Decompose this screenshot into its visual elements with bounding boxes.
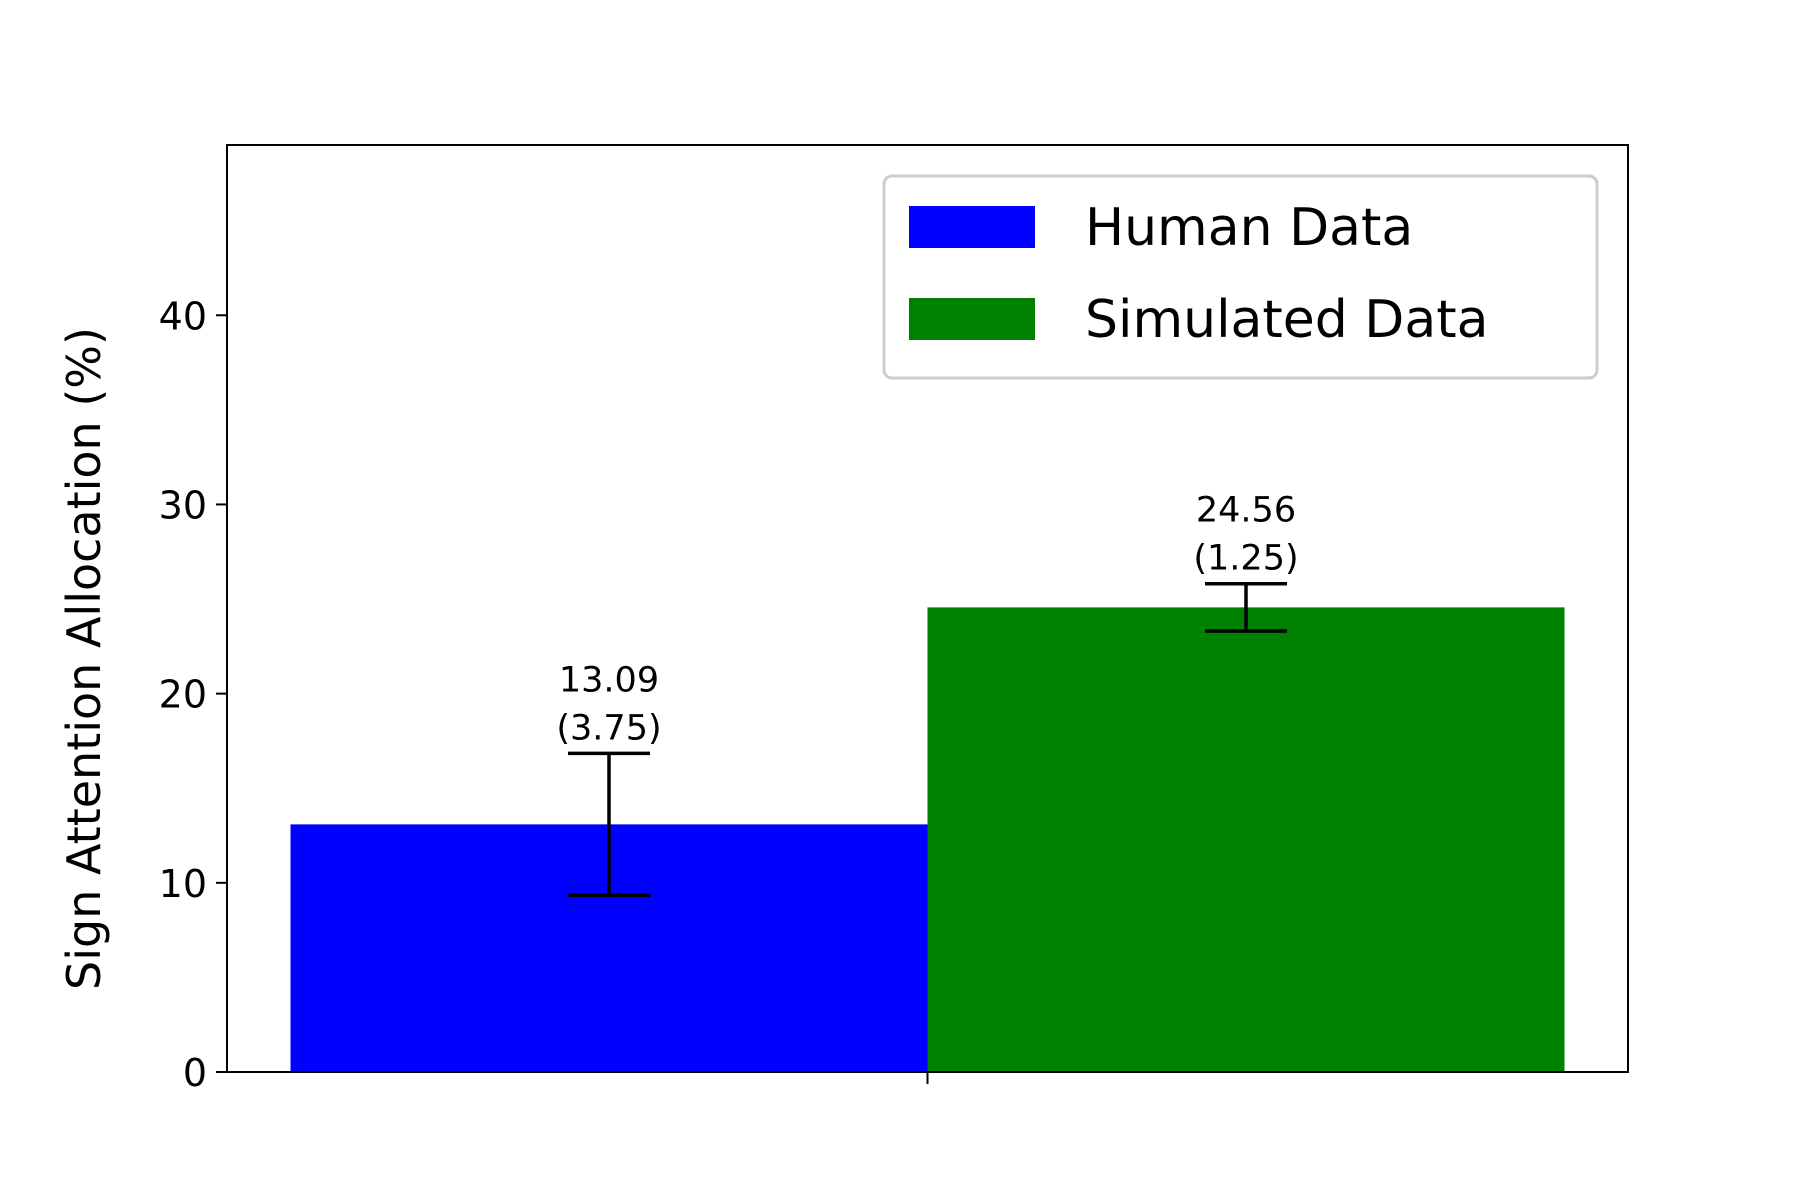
data-label-value: 13.09 — [559, 660, 659, 700]
data-label-error: (1.25) — [1193, 539, 1298, 579]
y-tick-label: 0 — [183, 1051, 207, 1095]
data-labels-layer: 13.09 (3.75) 24.56 (1.25) — [556, 491, 1298, 749]
data-label-error: (3.75) — [556, 708, 661, 748]
legend-swatch — [909, 298, 1035, 340]
error-bar-simulated-data — [1205, 581, 1287, 633]
y-tick-label: 10 — [159, 862, 207, 906]
legend: Human Data Simulated Data — [882, 174, 1599, 380]
legend-label: Simulated Data — [1085, 290, 1488, 350]
error-bar-human-data — [568, 751, 650, 898]
y-tick-label: 20 — [159, 673, 207, 717]
bar-simulated-data — [927, 607, 1565, 1072]
y-axis-label: Sign Attention Allocation (%) — [57, 327, 111, 990]
legend-label: Human Data — [1085, 198, 1413, 258]
error-bars-layer — [568, 581, 1287, 898]
legend-entry-human-data: Human Data — [909, 198, 1413, 258]
y-tick-label: 40 — [159, 294, 207, 338]
legend-box — [882, 174, 1599, 380]
legend-swatch — [909, 206, 1035, 248]
y-tick-label: 30 — [159, 483, 207, 527]
y-axis: 0 10 20 30 40 — [159, 294, 227, 1095]
legend-entry-simulated-data: Simulated Data — [909, 290, 1488, 350]
data-label-value: 24.56 — [1196, 491, 1296, 531]
